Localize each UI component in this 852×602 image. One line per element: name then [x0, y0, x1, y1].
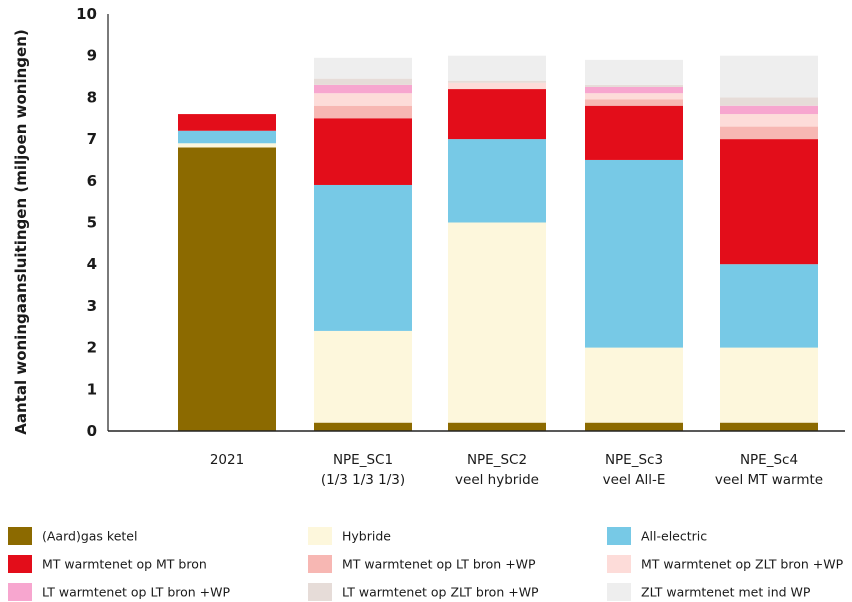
y-tick-label: 8: [87, 88, 97, 106]
legend-label: Hybride: [342, 529, 391, 544]
legend-swatch: [308, 555, 332, 573]
x-category-sublabel: veel All-E: [603, 472, 666, 488]
legend-swatch: [8, 583, 32, 601]
y-tick-label: 9: [87, 47, 97, 65]
bar-segment: [585, 84, 683, 87]
y-tick-label: 10: [76, 5, 97, 23]
y-tick-label: 1: [87, 380, 97, 398]
bar-segment: [314, 78, 412, 85]
bar-segment: [178, 114, 276, 131]
bar-segment: [448, 80, 546, 83]
y-tick-label: 4: [87, 255, 97, 273]
bar-segment: [585, 86, 683, 94]
legend-swatch: [308, 527, 332, 545]
x-category-sublabel: veel MT warmte: [715, 472, 823, 488]
bar-segment: [720, 55, 818, 98]
x-category-label: NPE_Sc3: [605, 452, 663, 468]
bar-segment: [314, 84, 412, 94]
legend-swatch: [607, 555, 631, 573]
legend-label: MT warmtenet op ZLT bron +WP: [641, 557, 844, 572]
legend-label: (Aard)gas ketel: [42, 529, 137, 544]
bar-segment: [585, 59, 683, 85]
bar-segment: [448, 139, 546, 223]
legend: (Aard)gas ketel Hybride All-electric MT war…: [8, 527, 844, 601]
bar-segment: [720, 422, 818, 431]
bar-segment: [448, 82, 546, 90]
y-tick-label: 7: [87, 130, 97, 148]
bar-segment: [585, 105, 683, 160]
bar-segment: [720, 347, 818, 423]
bar-segment: [585, 422, 683, 431]
y-axis-label: Aantal woningaansluitingen (miljoen woni…: [12, 29, 30, 434]
legend-swatch: [8, 527, 32, 545]
legend-label: MT warmtenet op LT bron +WP: [342, 557, 536, 572]
bar-segment: [178, 143, 276, 148]
bar-stacks: [178, 55, 818, 431]
bar-segment: [314, 118, 412, 185]
bar-segment: [314, 105, 412, 119]
y-tick-label: 0: [87, 422, 97, 440]
bar-segment: [314, 57, 412, 79]
legend-swatch: [607, 583, 631, 601]
legend-label: All-electric: [641, 529, 707, 544]
legend-label: MT warmtenet op MT bron: [42, 557, 207, 572]
y-tick-label: 3: [87, 297, 97, 315]
bar-segment: [585, 93, 683, 100]
legend-label: LT warmtenet op ZLT bron +WP: [342, 585, 539, 600]
bar-segment: [314, 184, 412, 331]
x-category-label: NPE_Sc4: [740, 452, 798, 468]
bar-segment: [585, 99, 683, 106]
bar-segment: [720, 114, 818, 127]
bar-segment: [720, 97, 818, 106]
legend-label: ZLT warmtenet met ind WP: [641, 585, 811, 600]
bar-segment: [314, 422, 412, 431]
bar-segment: [178, 130, 276, 144]
bar-segment: [720, 126, 818, 140]
bar-segment: [720, 139, 818, 265]
legend-swatch: [607, 527, 631, 545]
bar-segment: [720, 105, 818, 115]
bar-segment: [448, 89, 546, 140]
bar-segment: [585, 347, 683, 423]
legend-label: LT warmtenet op LT bron +WP: [42, 585, 230, 600]
x-category-sublabel: veel hybride: [455, 472, 539, 488]
legend-swatch: [8, 555, 32, 573]
legend-swatch: [308, 583, 332, 601]
bar-segment: [448, 222, 546, 423]
bar-segment: [314, 93, 412, 106]
y-tick-labels: 0 1 2 3 4 5 6 7 8 9 10: [76, 5, 97, 440]
bar-segment: [720, 264, 818, 348]
y-tick-label: 5: [87, 214, 97, 232]
x-category-label: 2021: [210, 452, 244, 468]
x-category-sublabel: (1/3 1/3 1/3): [321, 472, 405, 488]
bar-segment: [448, 422, 546, 431]
y-tick-label: 6: [87, 172, 97, 190]
bar-segment: [585, 159, 683, 348]
bar-segment: [448, 55, 546, 81]
bar-segment: [314, 330, 412, 423]
bar-segment: [178, 147, 276, 431]
y-tick-label: 2: [87, 339, 97, 357]
x-category-label: NPE_SC2: [467, 452, 527, 468]
x-category-label: NPE_SC1: [333, 452, 393, 468]
